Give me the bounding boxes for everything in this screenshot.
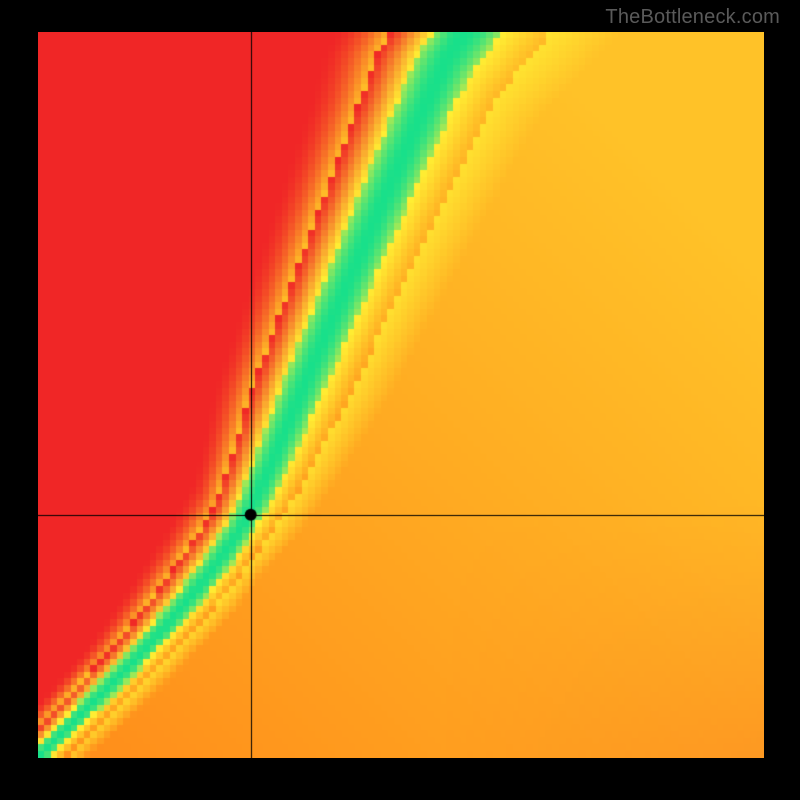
bottleneck-heatmap bbox=[38, 32, 764, 758]
watermark-text: TheBottleneck.com bbox=[605, 6, 780, 29]
